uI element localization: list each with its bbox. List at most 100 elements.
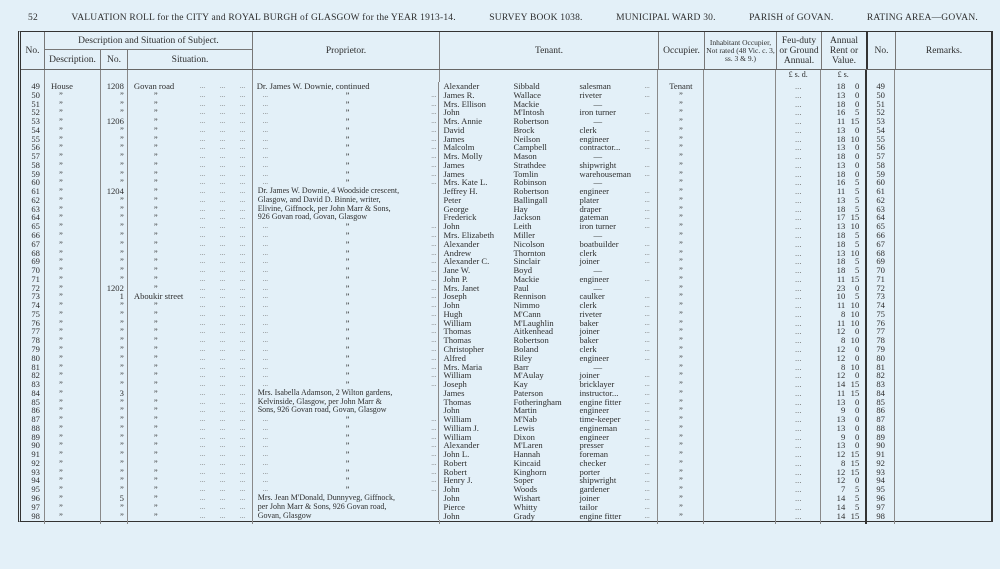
description: ” bbox=[58, 221, 63, 232]
description: ” bbox=[58, 282, 63, 293]
occupier: ” bbox=[679, 256, 683, 267]
proprietor-ditto: ” bbox=[345, 440, 350, 451]
entry-number: 79 bbox=[31, 343, 40, 354]
proprietor-ditto: ” bbox=[345, 475, 350, 486]
proprietor-ditto: ” bbox=[345, 466, 350, 477]
entry-number: 49 bbox=[31, 81, 40, 91]
tenant-first-name: James bbox=[443, 159, 465, 170]
feu-duty: ... bbox=[795, 273, 802, 284]
tenant-surname: Brock bbox=[513, 124, 535, 135]
house-number: ” bbox=[120, 326, 124, 337]
entry-number-right: 74 bbox=[876, 300, 885, 311]
description: ” bbox=[58, 107, 63, 118]
feu-duty: ... bbox=[795, 361, 802, 372]
description: ” bbox=[58, 177, 63, 188]
house-number: ” bbox=[120, 379, 124, 390]
tenant-occupation: engine fitter bbox=[579, 396, 622, 407]
situation: ” bbox=[153, 379, 158, 390]
feu-duty: ... bbox=[795, 317, 802, 328]
tenant-occupation: baker bbox=[579, 335, 599, 346]
entry-number: 92 bbox=[31, 457, 40, 468]
situation: ” bbox=[153, 124, 158, 135]
tenant-occupation: engineer bbox=[579, 405, 610, 416]
tenant-occupation: clerk bbox=[579, 343, 597, 354]
proprietor-ditto: ” bbox=[345, 457, 350, 468]
entry-number-right: 70 bbox=[876, 265, 885, 276]
rent-shillings: 0 bbox=[854, 396, 860, 407]
rent-pounds: 17 bbox=[836, 212, 846, 223]
table-row: 77”””............”... Thomas Aitkenhead joi… bbox=[21, 326, 991, 337]
tenant-surname: M'Aulay bbox=[513, 370, 544, 381]
tenant-surname: Mackie bbox=[513, 273, 540, 284]
feu-duty: ... bbox=[795, 484, 802, 495]
table-row: 54”””............”... David Brock clerk...”… bbox=[21, 124, 991, 135]
rent-shillings: 15 bbox=[850, 449, 860, 460]
situation: ” bbox=[153, 422, 158, 433]
tenant-occupation: — bbox=[593, 282, 603, 293]
situation: ” bbox=[153, 405, 158, 416]
situation: ” bbox=[153, 300, 158, 311]
tenant-surname: Nicolson bbox=[513, 238, 545, 249]
tenant-occupation: caulker bbox=[579, 291, 605, 302]
occupier: ” bbox=[679, 265, 683, 276]
entry-number: 81 bbox=[31, 361, 40, 372]
tenant-surname: Fotheringham bbox=[513, 396, 562, 407]
situation: ” bbox=[153, 282, 158, 293]
tenant-surname: Ballingall bbox=[513, 194, 548, 205]
rent-pounds: 9 bbox=[840, 405, 846, 416]
entry-number: 91 bbox=[31, 449, 40, 460]
tenant-surname: Campbell bbox=[513, 142, 547, 153]
col-no: No. bbox=[25, 45, 40, 56]
situation: ” bbox=[153, 466, 158, 477]
situation: ” bbox=[153, 510, 158, 521]
description: ” bbox=[58, 352, 63, 363]
proprietor-ditto: ” bbox=[345, 142, 350, 153]
feu-duty: ... bbox=[795, 492, 802, 503]
situation: ” bbox=[153, 203, 158, 214]
description: ” bbox=[58, 291, 63, 302]
feu-duty: ... bbox=[795, 282, 802, 293]
house-number: ” bbox=[120, 370, 124, 381]
tenant-surname: Jackson bbox=[513, 212, 541, 223]
occupier: ” bbox=[679, 212, 683, 223]
tenant-occupation: time-keeper bbox=[579, 414, 621, 425]
occupier: ” bbox=[679, 159, 683, 170]
proprietor-ditto: ” bbox=[345, 449, 350, 460]
tenant-first-name: Thomas bbox=[443, 326, 472, 337]
rent-shillings: 10 bbox=[850, 221, 860, 232]
proprietor-ditto: ” bbox=[345, 317, 350, 328]
situation: ” bbox=[153, 89, 158, 100]
rent-shillings: 10 bbox=[850, 317, 860, 328]
table-row: 67”””............”... Alexander Nicolson bo… bbox=[21, 238, 991, 249]
entry-number: 84 bbox=[31, 387, 40, 398]
rent-shillings: 0 bbox=[854, 440, 860, 451]
tenant-first-name: Hugh bbox=[443, 308, 463, 319]
rent-pounds: 11 bbox=[836, 116, 846, 127]
feu-duty: ... bbox=[795, 501, 802, 512]
occupier: ” bbox=[679, 370, 683, 381]
rent-shillings: 0 bbox=[854, 431, 860, 442]
tenant-first-name: Jane W. bbox=[443, 265, 471, 276]
rent-shillings: 0 bbox=[854, 343, 860, 354]
rent-pounds: 14 bbox=[836, 492, 846, 503]
occupier: Tenant bbox=[669, 81, 693, 91]
table-row: 75”””............”... Hugh M'Cann riveter..… bbox=[21, 310, 991, 319]
entry-number-right: 59 bbox=[876, 168, 885, 179]
situation: ” bbox=[153, 501, 158, 512]
house-number: ” bbox=[120, 396, 124, 407]
situation: ” bbox=[153, 308, 158, 319]
rent-shillings: 0 bbox=[854, 81, 860, 91]
feu-duty: ... bbox=[795, 370, 802, 381]
tenant-occupation: clerk bbox=[579, 300, 597, 311]
rent-pounds: 13 bbox=[836, 221, 846, 232]
entry-number: 73 bbox=[31, 291, 40, 302]
rent-pounds: 11 bbox=[836, 300, 846, 311]
roll-title: VALUATION ROLL for the CITY and ROYAL BU… bbox=[71, 13, 456, 23]
table-row: 90”””............”... Alexander M'Laren pre… bbox=[21, 440, 991, 451]
rent-shillings: 5 bbox=[854, 203, 860, 214]
entry-number-right: 76 bbox=[876, 317, 885, 328]
entry-number: 97 bbox=[31, 501, 40, 512]
rent-shillings: 10 bbox=[850, 133, 860, 144]
table-row: 58”””............”... James Strathdee shipw… bbox=[21, 161, 991, 170]
entry-number-right: 53 bbox=[876, 116, 885, 127]
